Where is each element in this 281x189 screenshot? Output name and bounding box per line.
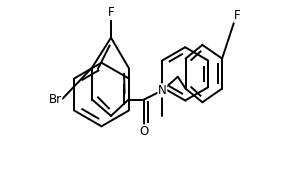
Text: Br: Br — [49, 93, 62, 106]
Text: N: N — [158, 84, 167, 97]
Text: O: O — [139, 125, 149, 138]
Text: F: F — [108, 6, 114, 19]
Text: F: F — [234, 9, 241, 22]
